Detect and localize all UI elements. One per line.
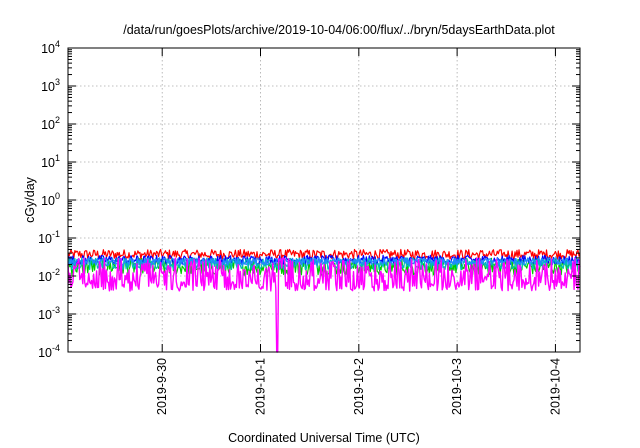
y-tick-label: 10-2	[38, 267, 60, 284]
x-tick-label: 2019-10-3	[450, 358, 464, 415]
x-tick-label: 2019-10-2	[352, 358, 366, 415]
y-tick-label: 10-1	[38, 229, 60, 246]
x-tick-label: 2019-10-1	[254, 358, 268, 415]
x-axis-ticks: 2019-9-30 2019-10-1 2019-10-2 2019-10-3 2019…	[155, 48, 562, 415]
y-axis-ticks: 10-4 10-3 10-2 10-1 100 101 102 103 104	[38, 39, 580, 360]
y-tick-label: 10-3	[38, 305, 60, 322]
y-tick-label: 100	[41, 191, 60, 208]
grid	[68, 48, 580, 352]
x-tick-label: 2019-9-30	[155, 358, 169, 415]
y-tick-label: 104	[41, 39, 60, 56]
series-layer	[67, 248, 581, 353]
x-axis-label: Coordinated Universal Time (UTC)	[228, 431, 420, 445]
series-line	[67, 257, 581, 353]
series-line	[67, 257, 581, 266]
y-tick-label: 101	[41, 153, 60, 170]
x-tick-label: 2019-10-4	[548, 358, 562, 415]
y-tick-label: 102	[41, 115, 60, 132]
y-tick-label: 103	[41, 77, 60, 94]
y-tick-label: 10-4	[38, 343, 60, 360]
series-line	[67, 248, 581, 260]
chart-title: /data/run/goesPlots/archive/2019-10-04/0…	[123, 23, 555, 37]
y-axis-label: cGy/day	[23, 176, 37, 223]
